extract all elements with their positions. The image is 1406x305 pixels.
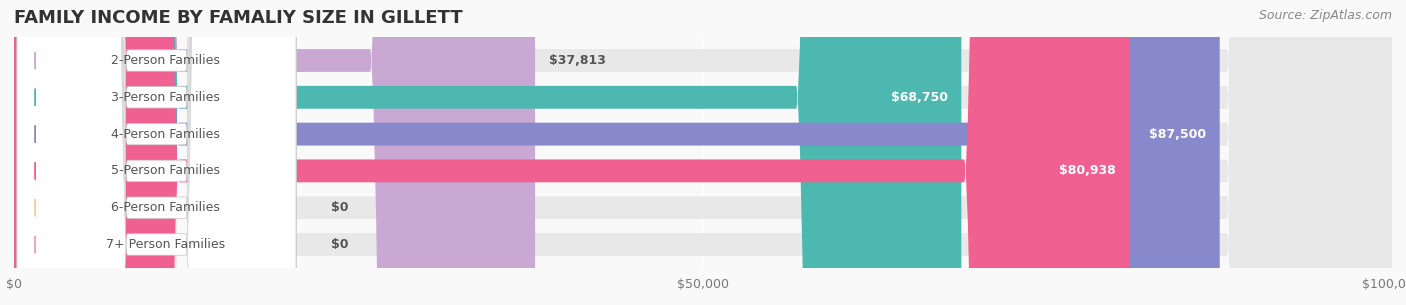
Text: 2-Person Families: 2-Person Families [111, 54, 221, 67]
FancyBboxPatch shape [17, 0, 297, 305]
Text: $0: $0 [330, 238, 349, 251]
Text: $87,500: $87,500 [1149, 127, 1206, 141]
FancyBboxPatch shape [14, 0, 1392, 305]
FancyBboxPatch shape [17, 0, 297, 305]
Text: 3-Person Families: 3-Person Families [111, 91, 221, 104]
Text: FAMILY INCOME BY FAMALIY SIZE IN GILLETT: FAMILY INCOME BY FAMALIY SIZE IN GILLETT [14, 9, 463, 27]
FancyBboxPatch shape [14, 0, 1220, 305]
Text: 4-Person Families: 4-Person Families [111, 127, 221, 141]
Text: 5-Person Families: 5-Person Families [111, 164, 221, 178]
FancyBboxPatch shape [14, 0, 536, 305]
FancyBboxPatch shape [14, 0, 1392, 305]
FancyBboxPatch shape [17, 0, 297, 305]
FancyBboxPatch shape [14, 0, 1392, 305]
FancyBboxPatch shape [14, 0, 1129, 305]
Text: $80,938: $80,938 [1059, 164, 1115, 178]
FancyBboxPatch shape [14, 0, 962, 305]
FancyBboxPatch shape [14, 0, 1392, 305]
Text: Source: ZipAtlas.com: Source: ZipAtlas.com [1258, 9, 1392, 22]
Text: 6-Person Families: 6-Person Families [111, 201, 221, 214]
FancyBboxPatch shape [14, 0, 1392, 305]
FancyBboxPatch shape [14, 0, 1392, 305]
FancyBboxPatch shape [17, 0, 297, 305]
Text: 7+ Person Families: 7+ Person Families [105, 238, 225, 251]
Text: $0: $0 [330, 201, 349, 214]
FancyBboxPatch shape [17, 0, 297, 305]
Text: $68,750: $68,750 [890, 91, 948, 104]
Text: $37,813: $37,813 [548, 54, 606, 67]
FancyBboxPatch shape [17, 0, 297, 305]
